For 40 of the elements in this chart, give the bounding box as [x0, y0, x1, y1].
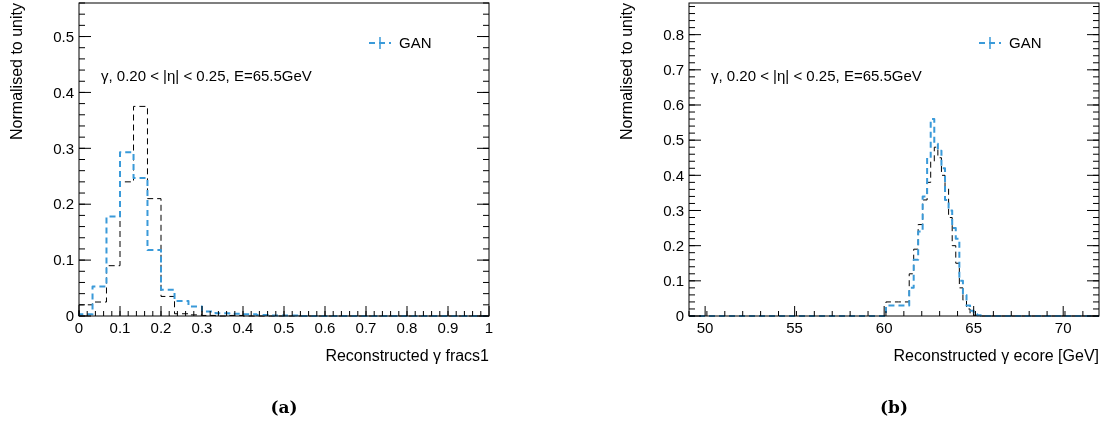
x-tick-label: 55: [786, 319, 803, 336]
y-tick-label: 0.3: [663, 201, 684, 219]
x-axis-title: Reconstructed γ fracs1: [325, 347, 490, 364]
x-tick-label: 1: [484, 319, 494, 336]
y-tick-label: 0: [675, 307, 684, 325]
text: (b): [880, 397, 908, 417]
text: (a): [270, 397, 298, 417]
y-tick-label: 0.5: [53, 27, 74, 45]
x-tick-label: 0.6: [314, 319, 336, 336]
x-tick-label: 65: [965, 319, 983, 336]
y-axis-title: Normalised to unity: [618, 3, 635, 140]
y-tick-label: 0.4: [53, 83, 74, 101]
x-tick-label: 0.4: [232, 319, 254, 336]
x-axis-title: Reconstructed γ ecore [GeV]: [893, 347, 1099, 364]
y-tick-label: 0.6: [663, 96, 684, 114]
x-tick-label: 0.7: [355, 319, 377, 336]
y-tick-label: 0.7: [663, 61, 684, 79]
y-tick-label: 0.1: [53, 251, 74, 269]
x-tick-label: 70: [1054, 319, 1072, 336]
legend-label: GAN: [1009, 34, 1042, 52]
x-tick-label: 60: [875, 319, 893, 336]
x-tick-label: 0.9: [437, 319, 459, 336]
y-axis-title: Normalised to unity: [8, 3, 25, 140]
y-tick-label: 0.2: [663, 236, 684, 254]
x-tick-label: 0.3: [191, 319, 213, 336]
x-tick-label: 0.1: [109, 319, 131, 336]
annotation: γ, 0.20 < |η| < 0.25, E=65.5GeV: [101, 67, 312, 84]
y-tick-label: 0.4: [663, 166, 684, 184]
y-tick-label: 0.5: [663, 131, 684, 149]
annotation: γ, 0.20 < |η| < 0.25, E=65.5GeV: [711, 67, 922, 84]
y-tick-label: 0.8: [663, 25, 684, 43]
legend-label: GAN: [399, 34, 432, 52]
y-tick-label: 0.2: [53, 195, 74, 213]
y-tick-label: 0.3: [53, 139, 74, 157]
x-tick-label: 0.2: [150, 319, 172, 336]
y-tick-label: 0.1: [663, 272, 684, 290]
x-tick-label: 0.8: [396, 319, 418, 336]
x-tick-label: 50: [696, 319, 714, 336]
y-tick-label: 0: [65, 307, 74, 325]
x-tick-label: 0.5: [273, 319, 295, 336]
